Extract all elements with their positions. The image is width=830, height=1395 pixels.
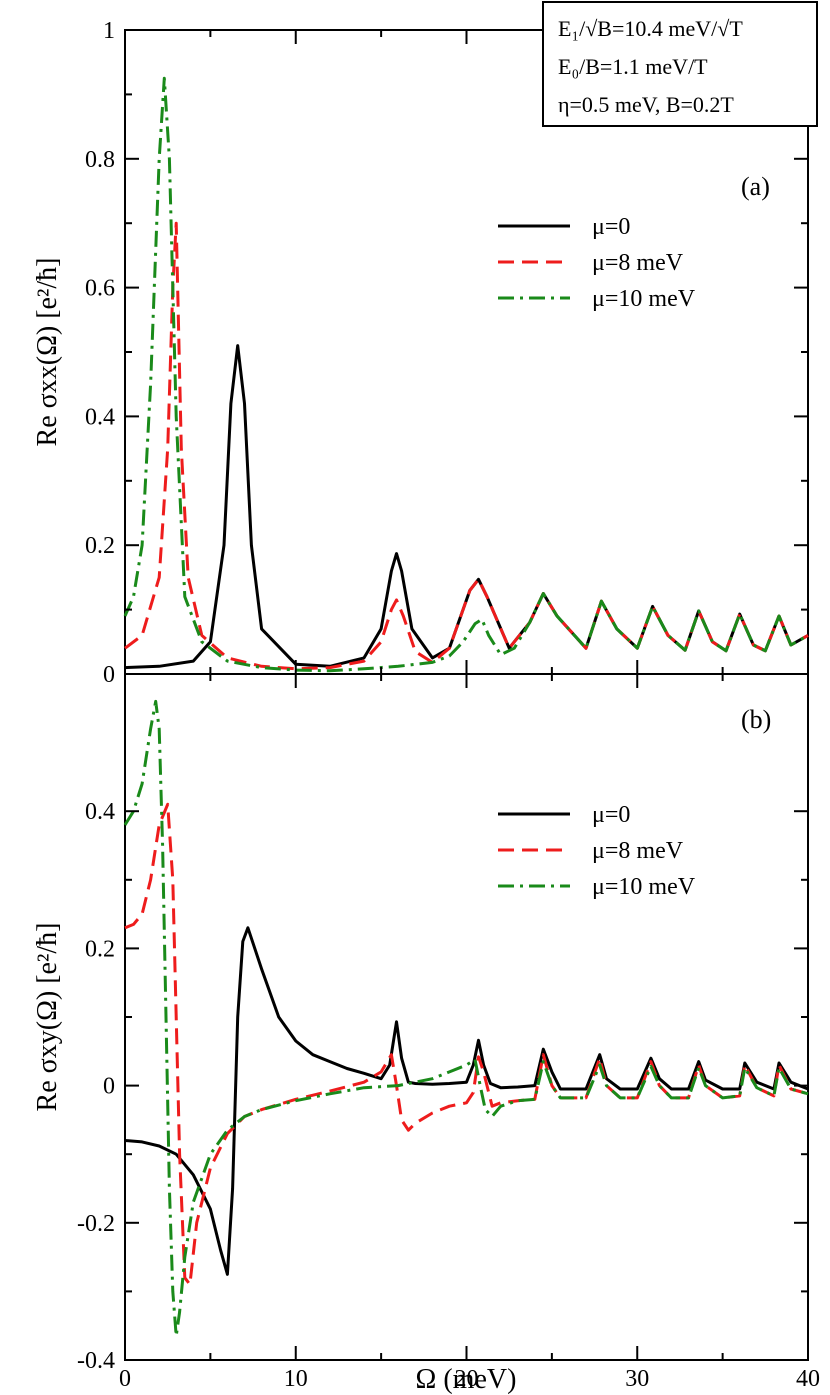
panel-b-ticks: -0.4 -0.2 0 0.2 0.4 0 10 20 30 40 xyxy=(77,674,820,1392)
info-line-2: E₀/B=1.1 meV/T xyxy=(558,54,708,79)
x-tick-label: 20 xyxy=(455,1366,479,1392)
legend-label: μ=10 meV xyxy=(592,874,696,900)
series-line-3 xyxy=(123,76,809,673)
panel-a-legend: μ=0 μ=8 meV μ=10 meV xyxy=(498,214,696,312)
legend-label: μ=0 xyxy=(592,802,630,828)
y-tick-label: 0.4 xyxy=(85,404,115,430)
panel-a-curves xyxy=(123,76,809,673)
y-tick-label: 0 xyxy=(103,662,115,688)
series-line-1 xyxy=(124,926,809,1276)
panel-b-legend: μ=0 μ=8 meV μ=10 meV xyxy=(498,802,696,900)
panel-a-ticks: 0 0.2 0.4 0.6 0.8 1 xyxy=(85,18,809,688)
series-line-2 xyxy=(124,802,809,1286)
series-line-2 xyxy=(124,221,809,671)
info-line-3: η=0.5 meV, B=0.2T xyxy=(558,92,734,117)
y-tick-label: -0.4 xyxy=(77,1348,115,1374)
x-axis-title: Ω (meV) xyxy=(416,1364,517,1395)
y-tick-label: 0.6 xyxy=(85,276,115,302)
y-tick-label: 0.4 xyxy=(85,799,115,825)
panel-a-tag: (a) xyxy=(741,172,770,201)
panel-b-curves xyxy=(123,699,809,1338)
x-tick-label: 30 xyxy=(625,1366,649,1392)
y-tick-label: 0.2 xyxy=(85,533,115,559)
x-tick-label: 40 xyxy=(796,1366,820,1392)
x-tick-label: 10 xyxy=(284,1366,308,1392)
panel-b-tag: (b) xyxy=(741,705,771,734)
y-tick-label: 1 xyxy=(103,18,115,44)
info-box: E₁/√B=10.4 meV/√T E₀/B=1.1 meV/T η=0.5 m… xyxy=(542,1,818,127)
y-tick-label: -0.2 xyxy=(77,1211,115,1237)
series-line-3 xyxy=(123,699,809,1338)
y-tick-label: 0.2 xyxy=(85,936,115,962)
legend-label: μ=8 meV xyxy=(592,250,684,276)
x-tick-label: 0 xyxy=(119,1366,131,1392)
info-line-1: E₁/√B=10.4 meV/√T xyxy=(558,16,743,41)
legend-label: μ=10 meV xyxy=(592,286,696,312)
series-line-1 xyxy=(124,344,809,670)
y-tick-label: 0 xyxy=(103,1074,115,1100)
panel-a-ylabel: Re σxx(Ω) [e²/ħ] xyxy=(32,258,63,447)
legend-label: μ=0 xyxy=(592,214,630,240)
panel-a: 00.20.40.60.81 Re σxx(Ω) [e²/ħ] (a) μ=0μ… xyxy=(32,18,809,688)
panel-b: -0.4 -0.2 0 0.2 0.4 0 10 20 30 40 Re σxy(Ω) [e²/ħ… xyxy=(32,673,820,1392)
panel-b-ylabel: Re σxy(Ω) [e²/ħ] xyxy=(32,923,63,1112)
y-tick-label: 0.8 xyxy=(85,147,115,173)
legend-label: μ=8 meV xyxy=(592,838,684,864)
info-box-frame xyxy=(542,1,818,127)
